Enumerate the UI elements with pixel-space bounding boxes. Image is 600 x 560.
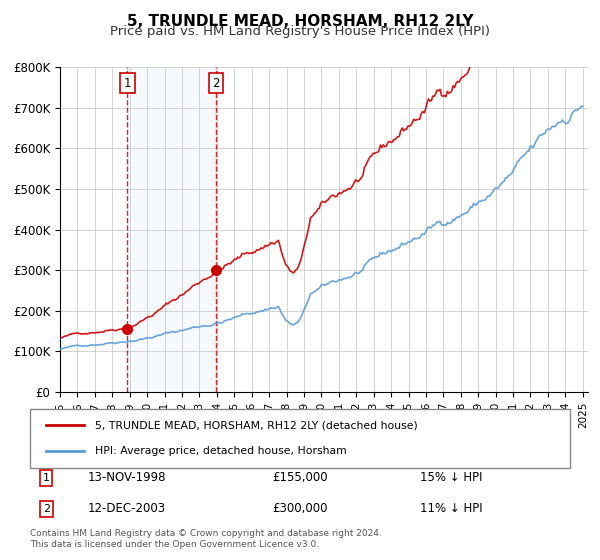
FancyBboxPatch shape <box>30 409 570 468</box>
Text: Price paid vs. HM Land Registry's House Price Index (HPI): Price paid vs. HM Land Registry's House … <box>110 25 490 38</box>
Text: Contains HM Land Registry data © Crown copyright and database right 2024.
This d: Contains HM Land Registry data © Crown c… <box>30 529 382 549</box>
Text: 2: 2 <box>43 504 50 514</box>
Text: 5, TRUNDLE MEAD, HORSHAM, RH12 2LY: 5, TRUNDLE MEAD, HORSHAM, RH12 2LY <box>127 14 473 29</box>
Text: £155,000: £155,000 <box>272 471 328 484</box>
Text: 1: 1 <box>124 77 131 90</box>
Text: HPI: Average price, detached house, Horsham: HPI: Average price, detached house, Hors… <box>95 446 347 456</box>
Text: 1: 1 <box>43 473 50 483</box>
Text: 12-DEC-2003: 12-DEC-2003 <box>88 502 166 515</box>
Bar <box>127 67 216 392</box>
Text: 2: 2 <box>212 77 220 90</box>
Text: 15% ↓ HPI: 15% ↓ HPI <box>420 471 482 484</box>
Text: 5, TRUNDLE MEAD, HORSHAM, RH12 2LY (detached house): 5, TRUNDLE MEAD, HORSHAM, RH12 2LY (deta… <box>95 420 418 430</box>
Text: £300,000: £300,000 <box>272 502 328 515</box>
Text: 13-NOV-1998: 13-NOV-1998 <box>88 471 166 484</box>
Text: 11% ↓ HPI: 11% ↓ HPI <box>420 502 482 515</box>
